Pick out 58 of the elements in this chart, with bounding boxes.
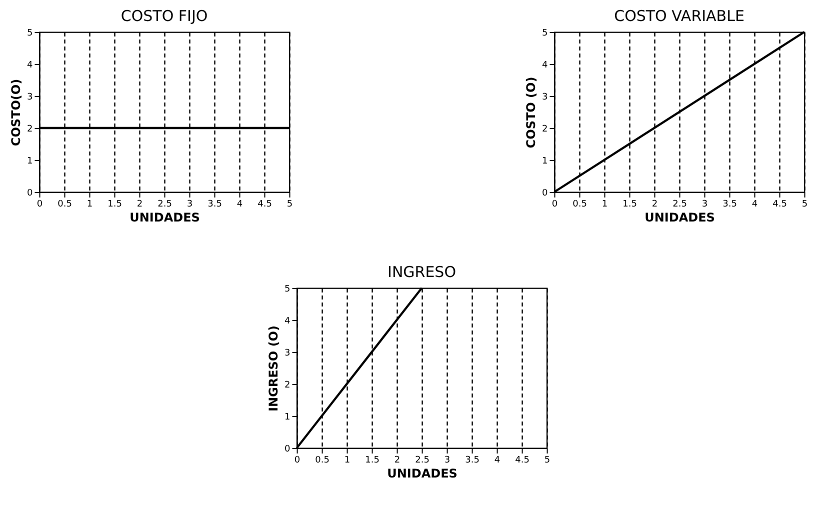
x-tick-label: 3 <box>444 456 450 466</box>
x-tick-label: 4.5 <box>772 200 787 210</box>
x-tick-label: 0 <box>36 200 43 210</box>
y-tick-label: 1 <box>27 156 33 166</box>
y-tick-label: 0 <box>542 188 548 198</box>
y-axis-title: COSTO(O) <box>9 78 24 146</box>
y-tick-label: 3 <box>27 92 33 102</box>
x-tick-label: 4 <box>494 456 500 466</box>
x-tick-label: 0 <box>294 456 300 466</box>
x-axis-title: UNIDADES <box>644 210 715 224</box>
x-tick-label: 1.5 <box>365 456 380 466</box>
y-axis-title: COSTO (O) <box>524 76 538 148</box>
x-tick-label: 3 <box>186 200 193 210</box>
x-tick-label: 1.5 <box>622 200 637 210</box>
x-tick-label: 2 <box>136 200 143 210</box>
x-tick-label: 1.5 <box>108 200 122 210</box>
y-tick-label: 2 <box>284 380 290 390</box>
x-tick-label: 4 <box>236 200 243 210</box>
y-axis-title: INGRESO (O) <box>266 326 281 412</box>
y-tick-label: 3 <box>284 348 290 358</box>
x-tick-label: 0.5 <box>315 456 330 466</box>
y-tick-label: 3 <box>542 92 548 102</box>
x-tick-label: 0.5 <box>58 200 72 210</box>
x-axis-title: UNIDADES <box>130 210 200 224</box>
x-tick-label: 1 <box>86 200 93 210</box>
chart-title: COSTO FIJO <box>120 7 208 25</box>
x-tick-label: 3.5 <box>465 456 480 466</box>
x-tick-label: 3 <box>702 200 708 210</box>
x-tick-label: 3.5 <box>722 200 737 210</box>
y-tick-label: 1 <box>542 156 548 166</box>
y-tick-label: 2 <box>542 124 548 134</box>
y-tick-label: 2 <box>27 124 33 134</box>
y-tick-label: 0 <box>284 444 291 454</box>
x-tick-label: 1 <box>344 456 350 466</box>
x-tick-label: 4 <box>752 200 758 210</box>
x-tick-label: 2.5 <box>672 200 687 210</box>
y-tick-label: 5 <box>284 284 290 294</box>
x-tick-label: 4.5 <box>515 456 530 466</box>
y-tick-label: 5 <box>27 28 33 38</box>
x-tick-label: 1 <box>602 200 608 210</box>
x-tick-label: 2.5 <box>415 456 430 466</box>
chart-title: COSTO VARIABLE <box>614 7 744 25</box>
x-tick-label: 2 <box>652 200 658 210</box>
x-tick-label: 2 <box>394 456 400 466</box>
y-tick-label: 0 <box>27 188 34 198</box>
x-axis-title: UNIDADES <box>387 466 458 480</box>
y-tick-label: 4 <box>542 60 548 70</box>
y-tick-label: 1 <box>284 412 290 422</box>
x-tick-label: 4.5 <box>258 200 272 210</box>
chart-title: INGRESO <box>388 263 456 281</box>
y-tick-label: 5 <box>542 28 548 38</box>
y-tick-label: 4 <box>27 60 34 70</box>
x-tick-label: 5 <box>802 200 808 210</box>
y-tick-label: 4 <box>284 316 291 326</box>
x-tick-label: 3.5 <box>208 200 222 210</box>
x-tick-label: 0.5 <box>572 200 587 210</box>
x-tick-label: 0 <box>552 200 558 210</box>
x-tick-label: 2.5 <box>158 200 172 210</box>
